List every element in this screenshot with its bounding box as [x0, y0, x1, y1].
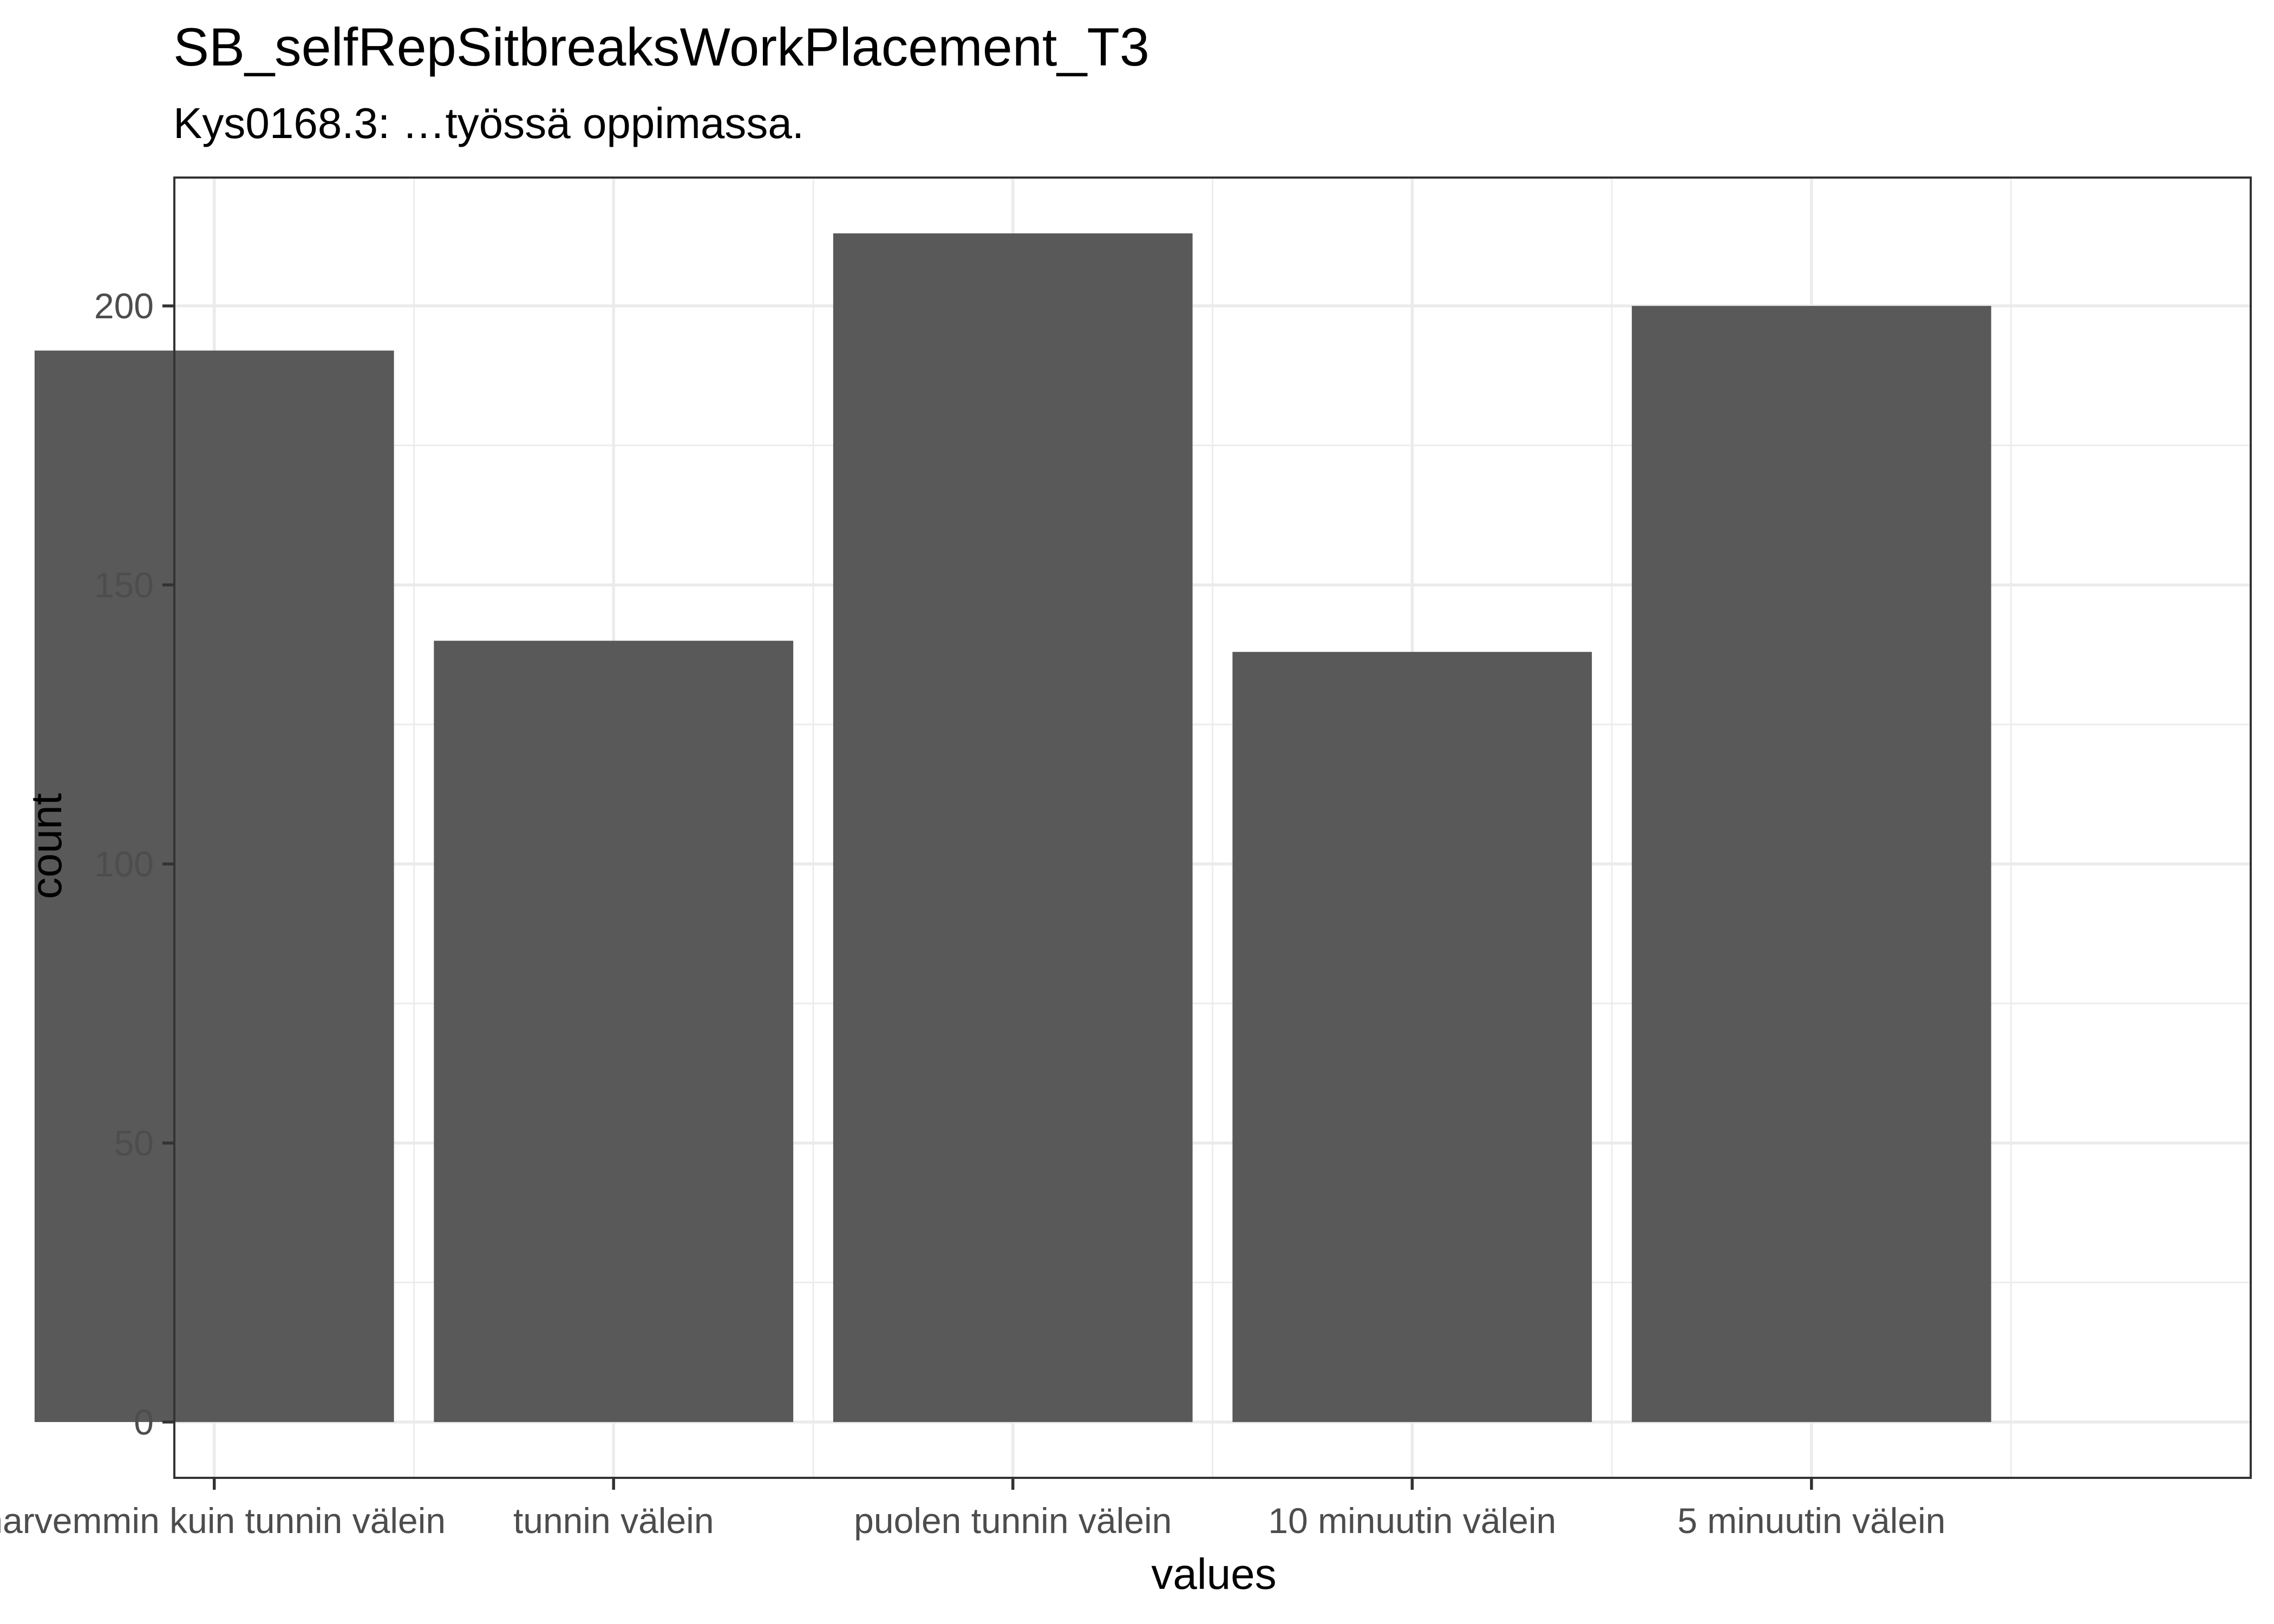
x-tick-label: 5 minuutin välein: [1677, 1501, 1945, 1541]
bar-2: [434, 640, 794, 1422]
plot-panel: 0 50 100 150 200 harvemmin kuin tunnin välein…: [0, 176, 2252, 1541]
x-tick-label: 10 minuutin välein: [1268, 1501, 1556, 1541]
bar-1: [34, 350, 394, 1422]
y-tick-label: 50: [114, 1123, 154, 1163]
y-tick-label: 0: [134, 1402, 154, 1442]
x-axis-title: values: [1151, 1550, 1276, 1598]
y-axis-title: count: [22, 793, 70, 899]
x-tick-label: harvemmin kuin tunnin välein: [0, 1501, 446, 1541]
y-tick-label: 100: [94, 844, 154, 884]
chart-subtitle: Kys0168.3: …työssä oppimassa.: [173, 99, 804, 147]
x-tick-label: tunnin välein: [513, 1501, 714, 1541]
bar-4: [1232, 652, 1592, 1422]
y-tick-label: 200: [94, 286, 154, 326]
panel-border: [173, 176, 2252, 1479]
x-tick-label: puolen tunnin välein: [854, 1501, 1172, 1541]
y-tick-label: 150: [94, 565, 154, 605]
bar-5: [1631, 306, 1991, 1422]
chart-title: SB_selfRepSitbreaksWorkPlacement_T3: [173, 17, 1149, 77]
bar-3: [833, 233, 1193, 1422]
